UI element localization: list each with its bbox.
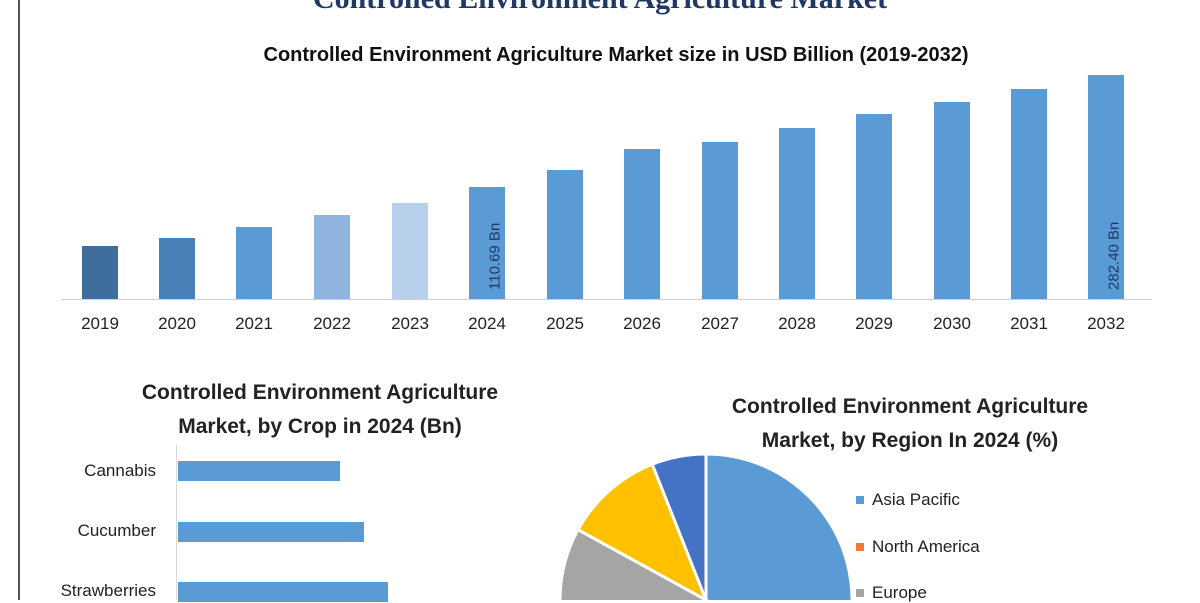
bar-chart-plot: 110.69 Bn 282.40 Bn: [62, 60, 1152, 300]
region-chart-title-line2: Market, by Region In 2024 (%): [761, 429, 1059, 452]
x-tick-label: 2024: [468, 314, 506, 333]
legend-label: Asia Pacific: [872, 490, 960, 509]
crop-label-cucumber: Cucumber: [77, 521, 156, 540]
crop-bar-cucumber: [178, 522, 364, 542]
bar-2024: 110.69 Bn: [469, 186, 505, 300]
legend-swatch-icon: [856, 589, 864, 597]
bar-2023: [392, 203, 428, 300]
left-border: [18, 0, 20, 600]
x-tick-label: 2020: [158, 314, 196, 333]
bar-2025: [547, 170, 583, 300]
legend-label: North America: [872, 537, 980, 556]
crop-chart-title-line2: Market, by Crop in 2024 (Bn): [178, 415, 462, 438]
legend-europe: Europe: [856, 583, 927, 603]
x-tick-label: 2030: [933, 314, 971, 333]
pie-slice-asia-pacific: [704, 452, 854, 600]
x-tick-label: 2028: [778, 314, 816, 333]
bar-2031: [1011, 88, 1047, 300]
crop-label-strawberries: Strawberries: [60, 581, 156, 600]
x-axis-line: [62, 299, 1152, 300]
crop-bar-strawberries: [178, 582, 388, 602]
x-tick-label: 2019: [81, 314, 119, 333]
pie-slice-latin-america: [576, 462, 708, 600]
x-tick-label: 2027: [701, 314, 739, 333]
bar-2029: [856, 113, 892, 300]
x-tick-label: 2022: [313, 314, 351, 333]
bar-2020: [159, 238, 195, 300]
crop-chart-title-line1: Controlled Environment Agriculture: [141, 381, 499, 404]
bar-2030: [934, 102, 970, 300]
crop-bar-cannabis: [178, 461, 340, 481]
x-tick-label: 2029: [855, 314, 893, 333]
x-tick-label: 2025: [546, 314, 584, 333]
bar-2022: [314, 215, 350, 300]
bar-chart-title: Controlled Environment Agriculture Marke…: [263, 44, 969, 66]
x-tick-label: 2031: [1010, 314, 1048, 333]
crop-label-cannabis: Cannabis: [84, 461, 156, 480]
main-title: Controlled Environment Agriculture Marke…: [0, 0, 1200, 16]
bar-2026: [624, 149, 660, 300]
bar-2019: [82, 246, 118, 300]
crop-chart-axis: [176, 445, 177, 600]
legend-swatch-icon: [856, 543, 864, 551]
region-chart-title-line1: Controlled Environment Agriculture: [731, 395, 1089, 418]
bar-2021: [236, 227, 272, 300]
x-tick-label: 2032: [1087, 314, 1125, 333]
crop-chart-title: Controlled Environment Agriculture Marke…: [80, 376, 560, 444]
legend-asia-pacific: Asia Pacific: [856, 490, 960, 510]
x-tick-label: 2023: [391, 314, 429, 333]
legend-swatch-icon: [856, 496, 864, 504]
legend-north-america: North America: [856, 537, 980, 557]
x-tick-label: 2021: [235, 314, 273, 333]
x-tick-label: 2026: [623, 314, 661, 333]
pie-slice-europe: [558, 527, 710, 600]
bar-2032: 282.40 Bn: [1088, 74, 1124, 300]
bar-2027: [702, 142, 738, 300]
bar-2028: [779, 127, 815, 300]
pie-slice-middle-east-africa: [650, 452, 708, 600]
region-chart-title: Controlled Environment Agriculture Marke…: [660, 390, 1160, 458]
legend-label: Europe: [872, 583, 927, 602]
